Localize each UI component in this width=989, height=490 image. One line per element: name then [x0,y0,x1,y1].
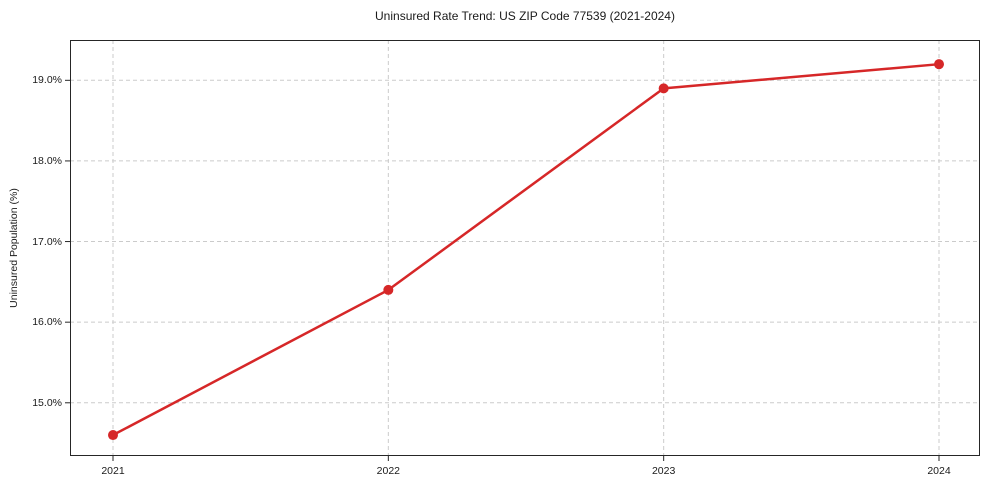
data-point-2024 [934,59,944,70]
trend-line [111,62,941,437]
y-tick-label: 18.0% [32,154,62,167]
data-point-2022 [383,284,394,295]
y-tick-label: 17.0% [32,235,62,248]
y-axis-label: Uninsured Population (%) [8,188,20,308]
data-point-2021 [108,430,118,441]
plot-area [65,40,980,461]
y-tick-label: 16.0% [32,316,62,329]
plot-border [70,40,980,456]
x-tick-label: 2024 [927,465,951,477]
plot-svg [65,40,980,461]
data-point-2023 [658,83,669,94]
x-tick-label: 2021 [101,465,125,477]
y-tick-label: 15.0% [32,396,62,409]
x-tick-label: 2022 [376,465,400,477]
y-tick-label: 19.0% [32,74,62,87]
chart-title: Uninsured Rate Trend: US ZIP Code 77539 … [375,9,675,23]
x-tick-label: 2023 [651,465,676,477]
